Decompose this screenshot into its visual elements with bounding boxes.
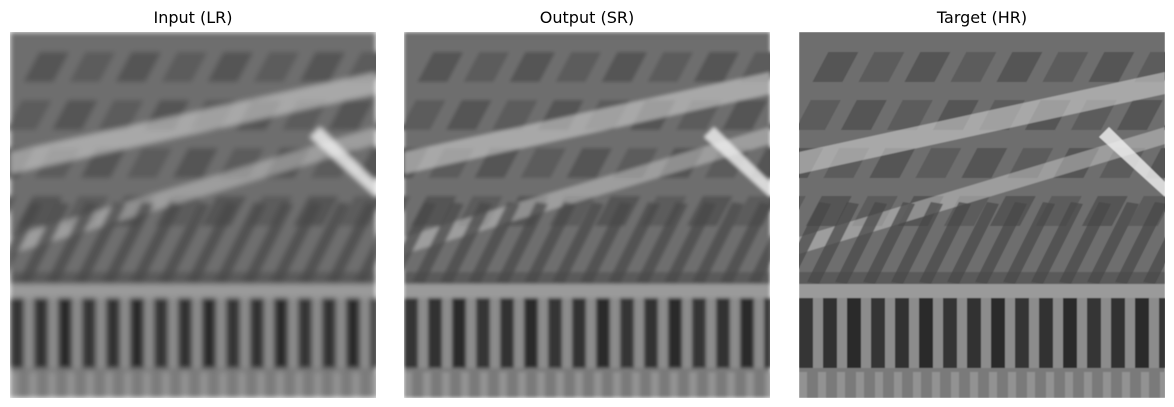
panel-title: Target (HR) bbox=[936, 8, 1028, 27]
panel-title: Input (LR) bbox=[153, 8, 233, 27]
output-sr-image bbox=[404, 32, 770, 398]
panel-title: Output (SR) bbox=[539, 8, 635, 27]
target-hr-image bbox=[799, 32, 1165, 398]
input-lr-image bbox=[10, 32, 376, 398]
panel-output-sr: Output (SR) bbox=[404, 0, 770, 407]
panel-target-hr: Target (HR) bbox=[799, 0, 1165, 407]
panel-input-lr: Input (LR) bbox=[10, 0, 376, 407]
